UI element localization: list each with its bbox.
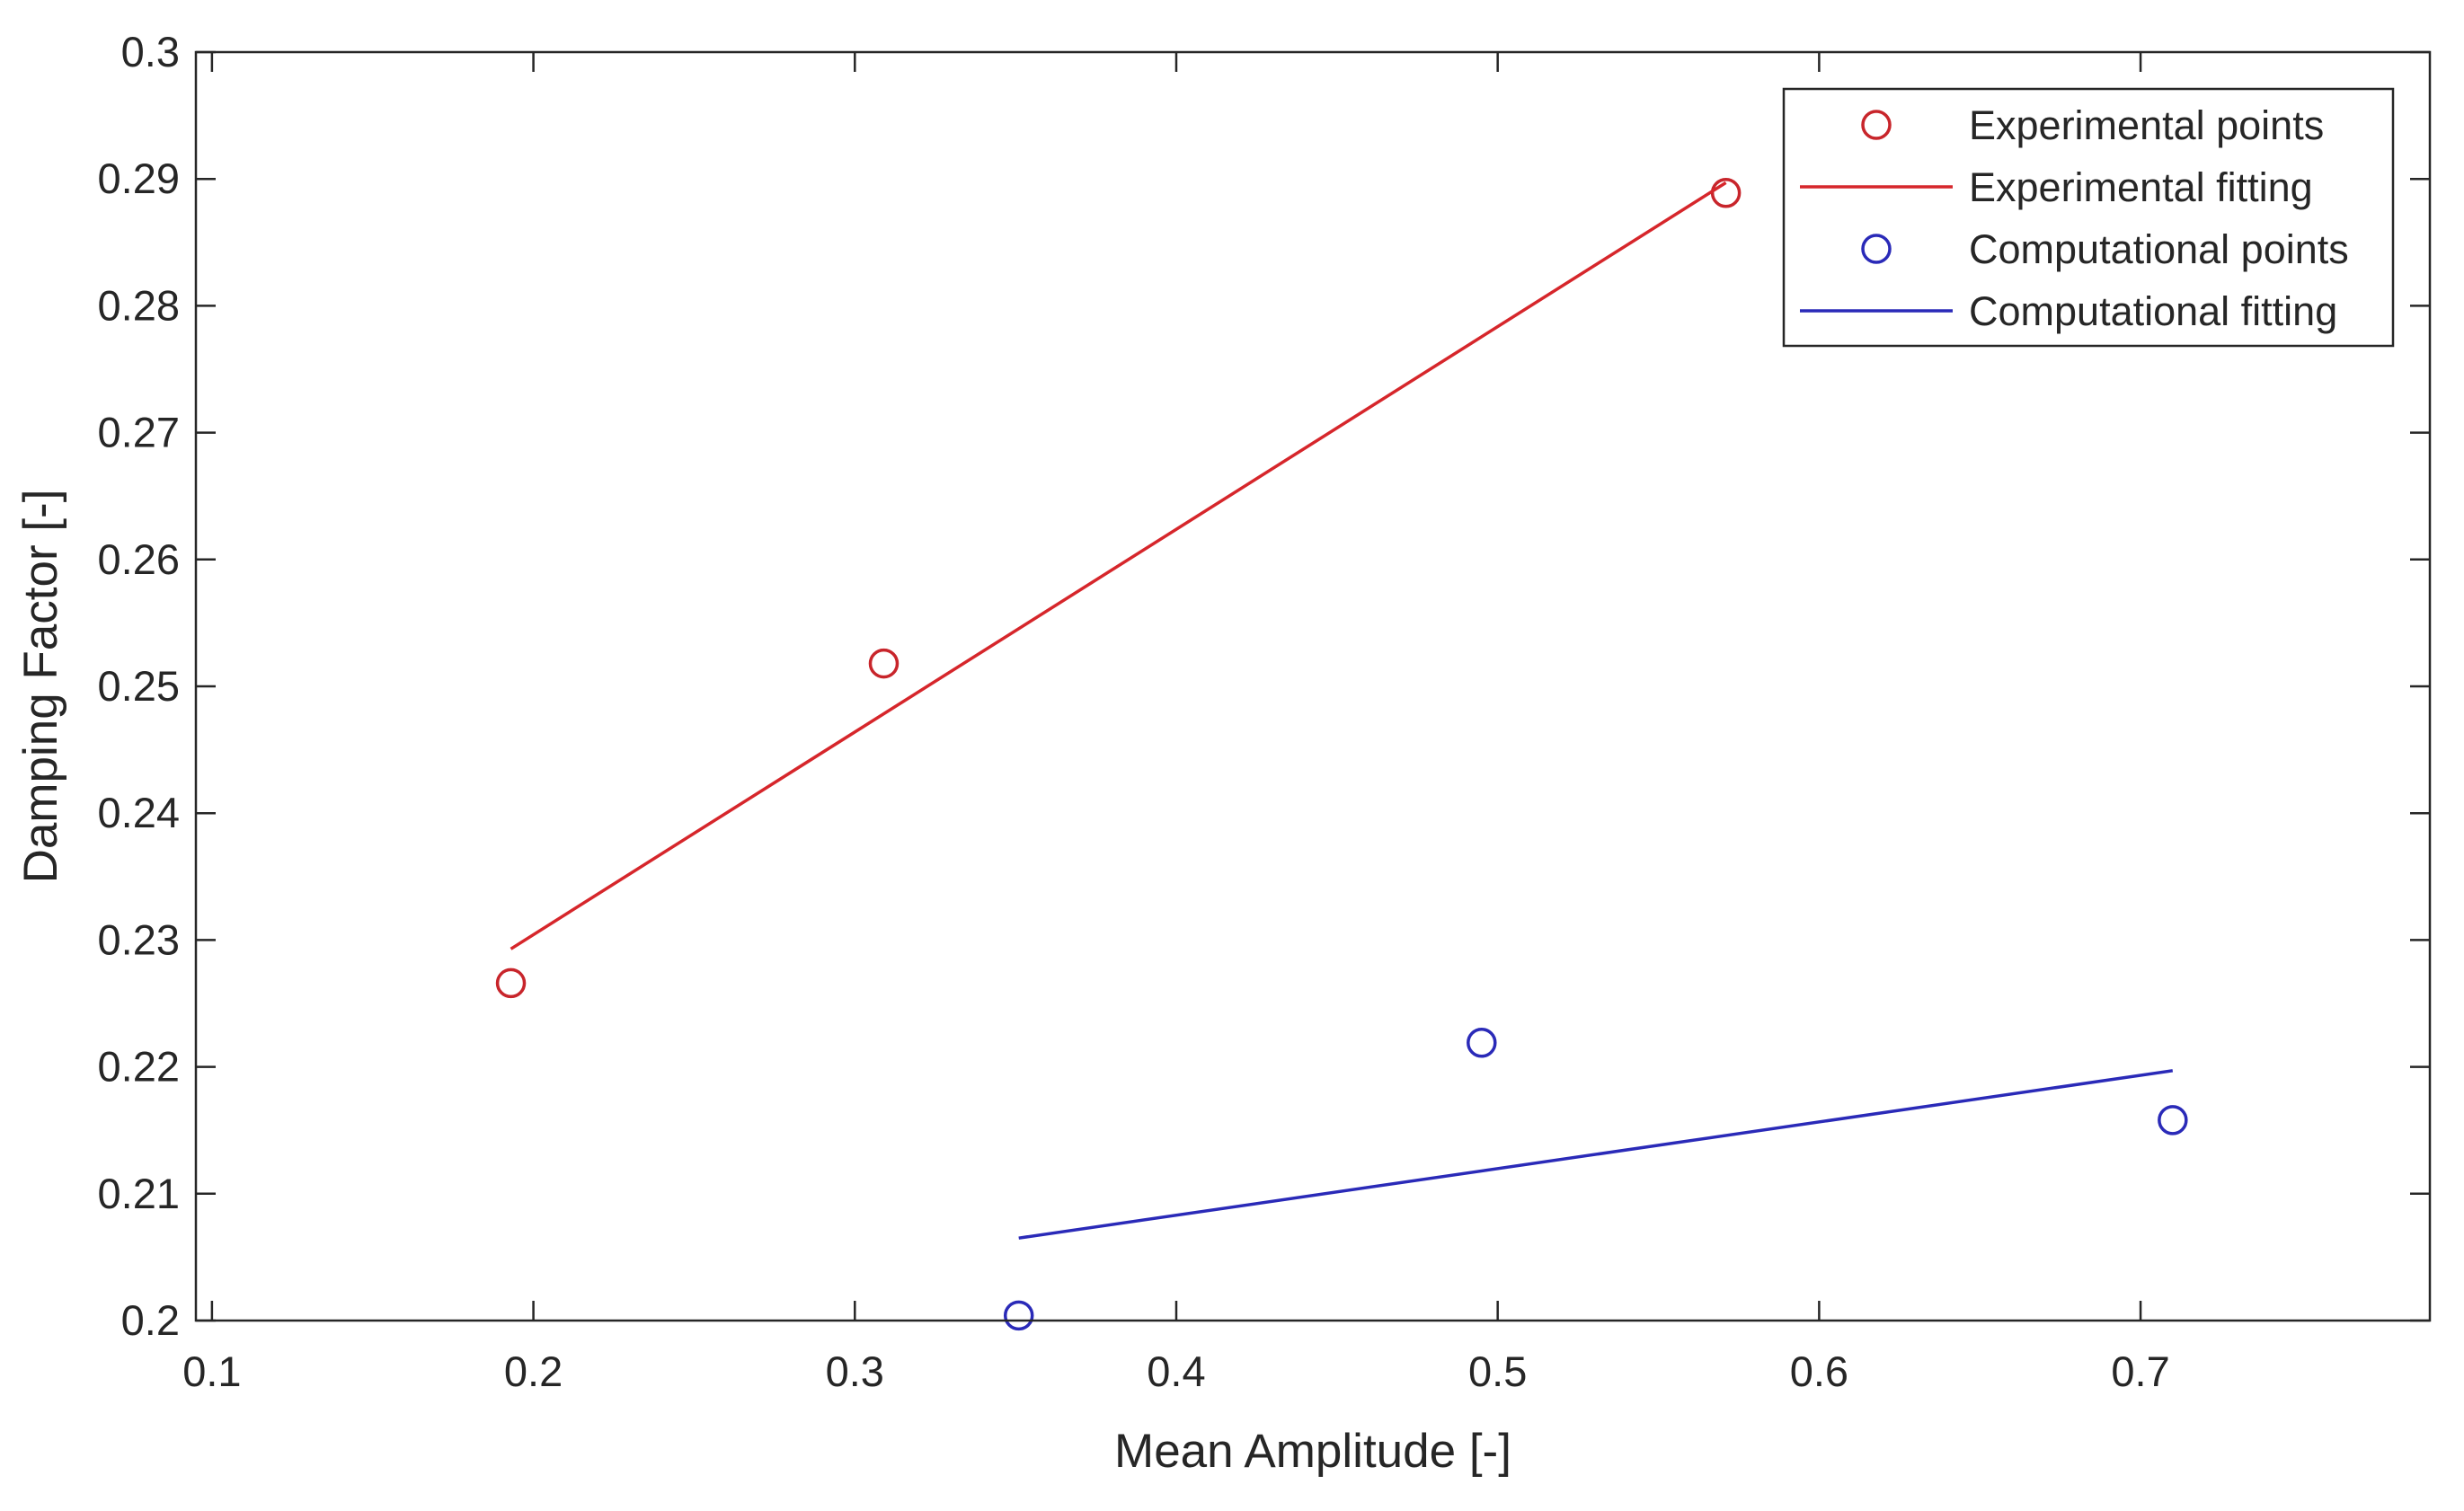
y-tick-label: 0.26	[98, 535, 180, 583]
legend-swatch-experimental-points	[1861, 110, 1892, 140]
computational-points-marker	[1467, 1028, 1497, 1058]
y-tick-label: 0.23	[98, 915, 180, 963]
x-tick-label: 0.7	[2111, 1348, 2169, 1395]
x-tick-label: 0.3	[826, 1348, 884, 1395]
y-tick-label: 0.28	[98, 281, 180, 329]
axes-box	[194, 50, 2432, 1322]
legend: Experimental points Experimental fitting C…	[1782, 87, 2395, 348]
x-tick-label: 0.2	[504, 1348, 563, 1395]
y-tick-label: 0.21	[98, 1170, 180, 1217]
x-tick-label: 0.5	[1468, 1348, 1527, 1395]
y-tick-label: 0.29	[98, 155, 180, 202]
data-marks	[495, 177, 2188, 1331]
y-tick-label: 0.24	[98, 789, 180, 836]
computational-fitting-line	[1018, 1069, 2174, 1240]
experimental-fitting-line	[510, 181, 1727, 950]
experimental-points-marker	[495, 968, 527, 999]
x-tick-label: 0.4	[1147, 1348, 1205, 1395]
y-tick-label: 0.3	[121, 28, 180, 75]
experimental-points-marker	[868, 648, 900, 679]
legend-label-experimental-points: Experimental points	[1969, 102, 2324, 148]
x-tick-label: 0.1	[182, 1348, 241, 1395]
x-axis-label: Mean Amplitude [-]	[1114, 1425, 1511, 1478]
legend-label-experimental-fitting: Experimental fitting	[1969, 164, 2313, 210]
legend-label-computational-points: Computational points	[1969, 226, 2349, 272]
computational-points-marker	[2158, 1105, 2188, 1135]
y-axis-label: Damping Factor [-]	[14, 490, 67, 884]
x-tick-label: 0.6	[1790, 1348, 1848, 1395]
y-tick-label: 0.27	[98, 409, 180, 456]
legend-swatch-computational-points	[1861, 234, 1892, 264]
y-tick-label: 0.2	[121, 1296, 180, 1344]
axes-frame	[194, 50, 2432, 1322]
axis-ticks: 0.1 0.2 0.3 0.4 0.5 0.6 0.70.20.210.220.230.24…	[98, 28, 2430, 1395]
y-tick-label: 0.22	[98, 1043, 180, 1091]
legend-box	[1782, 87, 2395, 348]
y-tick-label: 0.25	[98, 662, 180, 710]
computational-points-marker	[1003, 1300, 1034, 1331]
legend-label-computational-fitting: Computational fitting	[1969, 288, 2337, 334]
